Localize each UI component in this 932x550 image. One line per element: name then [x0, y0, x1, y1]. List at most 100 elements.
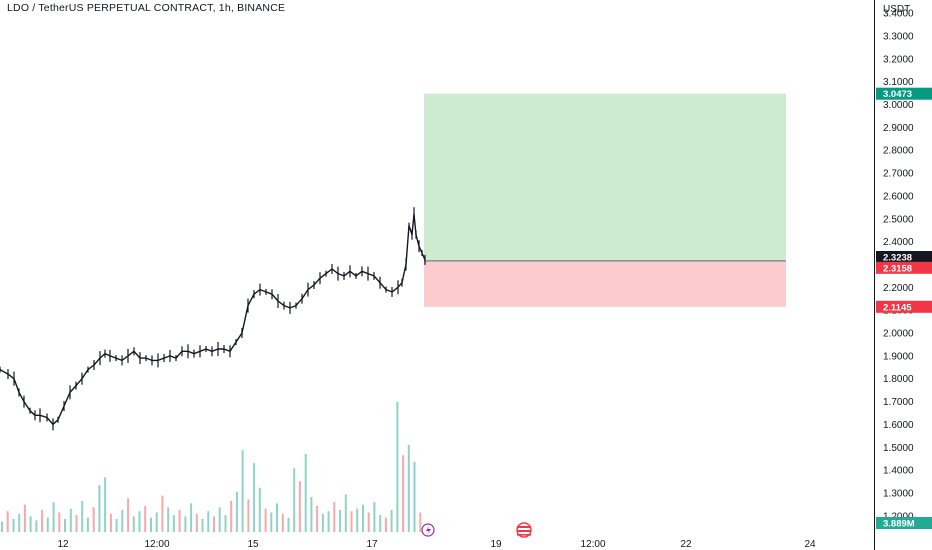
volume-bar: [167, 507, 170, 532]
time-tick-label: 24: [804, 539, 816, 550]
volume-bar: [384, 517, 387, 532]
price-tick-label: 1.8000: [883, 374, 914, 385]
volume-bar: [138, 511, 141, 532]
currency-label: USDT: [883, 4, 910, 15]
volume-bar: [298, 481, 301, 532]
volume-bar: [12, 519, 15, 532]
entry-price-badge-bg: [876, 261, 932, 274]
volume-bar: [310, 496, 313, 532]
volume-bar: [35, 520, 38, 532]
volume-bar: [6, 511, 9, 532]
volume-bar: [161, 495, 164, 532]
volume-bar: [321, 513, 324, 532]
volume-bar: [362, 504, 364, 532]
volume-bar: [367, 512, 370, 532]
volume-bar: [109, 513, 112, 532]
price-tick-label: 3.0000: [883, 100, 914, 111]
volume-bar: [264, 508, 267, 532]
time-tick-label: 17: [366, 539, 378, 550]
volume-bar: [52, 502, 55, 532]
loss-zone[interactable]: [424, 260, 786, 307]
volume-bar: [356, 508, 359, 532]
price-tick-label: 2.4000: [883, 237, 914, 248]
profit-zone[interactable]: [424, 93, 786, 261]
volume-bar: [46, 517, 49, 532]
chart-pane[interactable]: 12 12:00 15 17 19 12:00 22 24 LDO / TetherUS PE…: [0, 0, 874, 550]
volume-bar: [419, 512, 422, 532]
volume-bar: [190, 503, 193, 532]
volume-bar: [75, 515, 78, 532]
volume-bar: [172, 515, 175, 532]
price-tick-label: 1.3000: [883, 488, 914, 499]
volume-bar: [413, 461, 416, 532]
volume-bar: [379, 515, 382, 532]
volume-bar: [235, 491, 238, 532]
volume-bar: [41, 509, 44, 532]
volume-bar: [287, 517, 290, 532]
stop-price-badge-bg: [876, 300, 932, 313]
price-tick-label: 2.9000: [883, 123, 914, 134]
volume-bar: [18, 513, 21, 532]
volume-bar: [155, 512, 158, 532]
volume-bar: [29, 516, 32, 532]
flag-icon-stripe: [517, 526, 531, 528]
volume-bar: [247, 499, 250, 532]
price-tick-label: 2.5000: [883, 214, 914, 225]
volume-badge-bg: [876, 517, 932, 529]
volume-bar: [58, 512, 61, 532]
volume-bar: [253, 463, 256, 532]
volume-bar: [390, 509, 393, 532]
volume-bar: [69, 508, 72, 532]
volume-bar: [104, 477, 107, 532]
volume-bar: [396, 402, 399, 532]
volume-bar: [281, 513, 284, 532]
volume-bar: [224, 515, 227, 532]
current-price-badge-bg: [876, 251, 932, 263]
volume-bar: [150, 517, 152, 532]
volume-bar: [276, 503, 278, 532]
price-tick-label: 2.0000: [883, 329, 914, 340]
time-tick-label: 19: [490, 539, 502, 550]
volume-bar: [1, 521, 3, 532]
volume-bar: [333, 502, 336, 532]
volume-bar: [213, 516, 215, 532]
volume-bar: [316, 506, 319, 532]
volume-badge: 3.889M: [876, 517, 932, 530]
price-tick-label: 1.9000: [883, 351, 914, 362]
volume-bar: [201, 519, 204, 532]
stop-price-badge-label: 2.1145: [883, 302, 912, 313]
time-tick-label: 15: [247, 539, 259, 550]
volume-bar: [407, 444, 410, 532]
time-tick-label: 12: [57, 539, 69, 550]
price-tick-label: 1.6000: [883, 420, 914, 431]
price-tick-label: 1.2000: [883, 511, 914, 522]
price-tick-label: 3.2000: [883, 54, 914, 65]
time-tick-label: 12:00: [144, 539, 169, 550]
volume-bar: [258, 487, 261, 532]
flash-icon[interactable]: [421, 523, 435, 537]
volume-bar: [327, 511, 330, 532]
price-tick-label: 2.2000: [883, 283, 914, 294]
price-axis[interactable]: USDT 3.4000 3.3000 3.2000 3.1000 3.0000 2.9000…: [874, 0, 932, 550]
volume-bar: [304, 454, 307, 532]
target-price-badge-bg: [876, 87, 932, 100]
current-price-badge: 2.3238: [876, 251, 932, 264]
volume-bar: [23, 504, 26, 532]
volume-badge-label: 3.889M: [883, 519, 915, 530]
price-tick-label: 2.7000: [883, 169, 914, 180]
flag-icon[interactable]: [516, 522, 532, 538]
flash-icon-bolt: [426, 526, 431, 535]
volume-bar: [207, 511, 210, 532]
volume-bar: [92, 507, 95, 532]
price-series-line: [0, 213, 426, 426]
price-tick-label: 3.1000: [883, 77, 914, 88]
price-chart[interactable]: 12 12:00 15 17 19 12:00 22 24: [0, 0, 874, 550]
volume-bar: [270, 512, 273, 532]
price-tick-label: 3.3000: [883, 32, 914, 43]
flag-icon-stripe: [517, 534, 531, 536]
volume-bar: [344, 494, 347, 532]
volume-bar: [218, 507, 221, 532]
volume-bar: [230, 500, 233, 532]
volume-bar: [184, 516, 187, 532]
